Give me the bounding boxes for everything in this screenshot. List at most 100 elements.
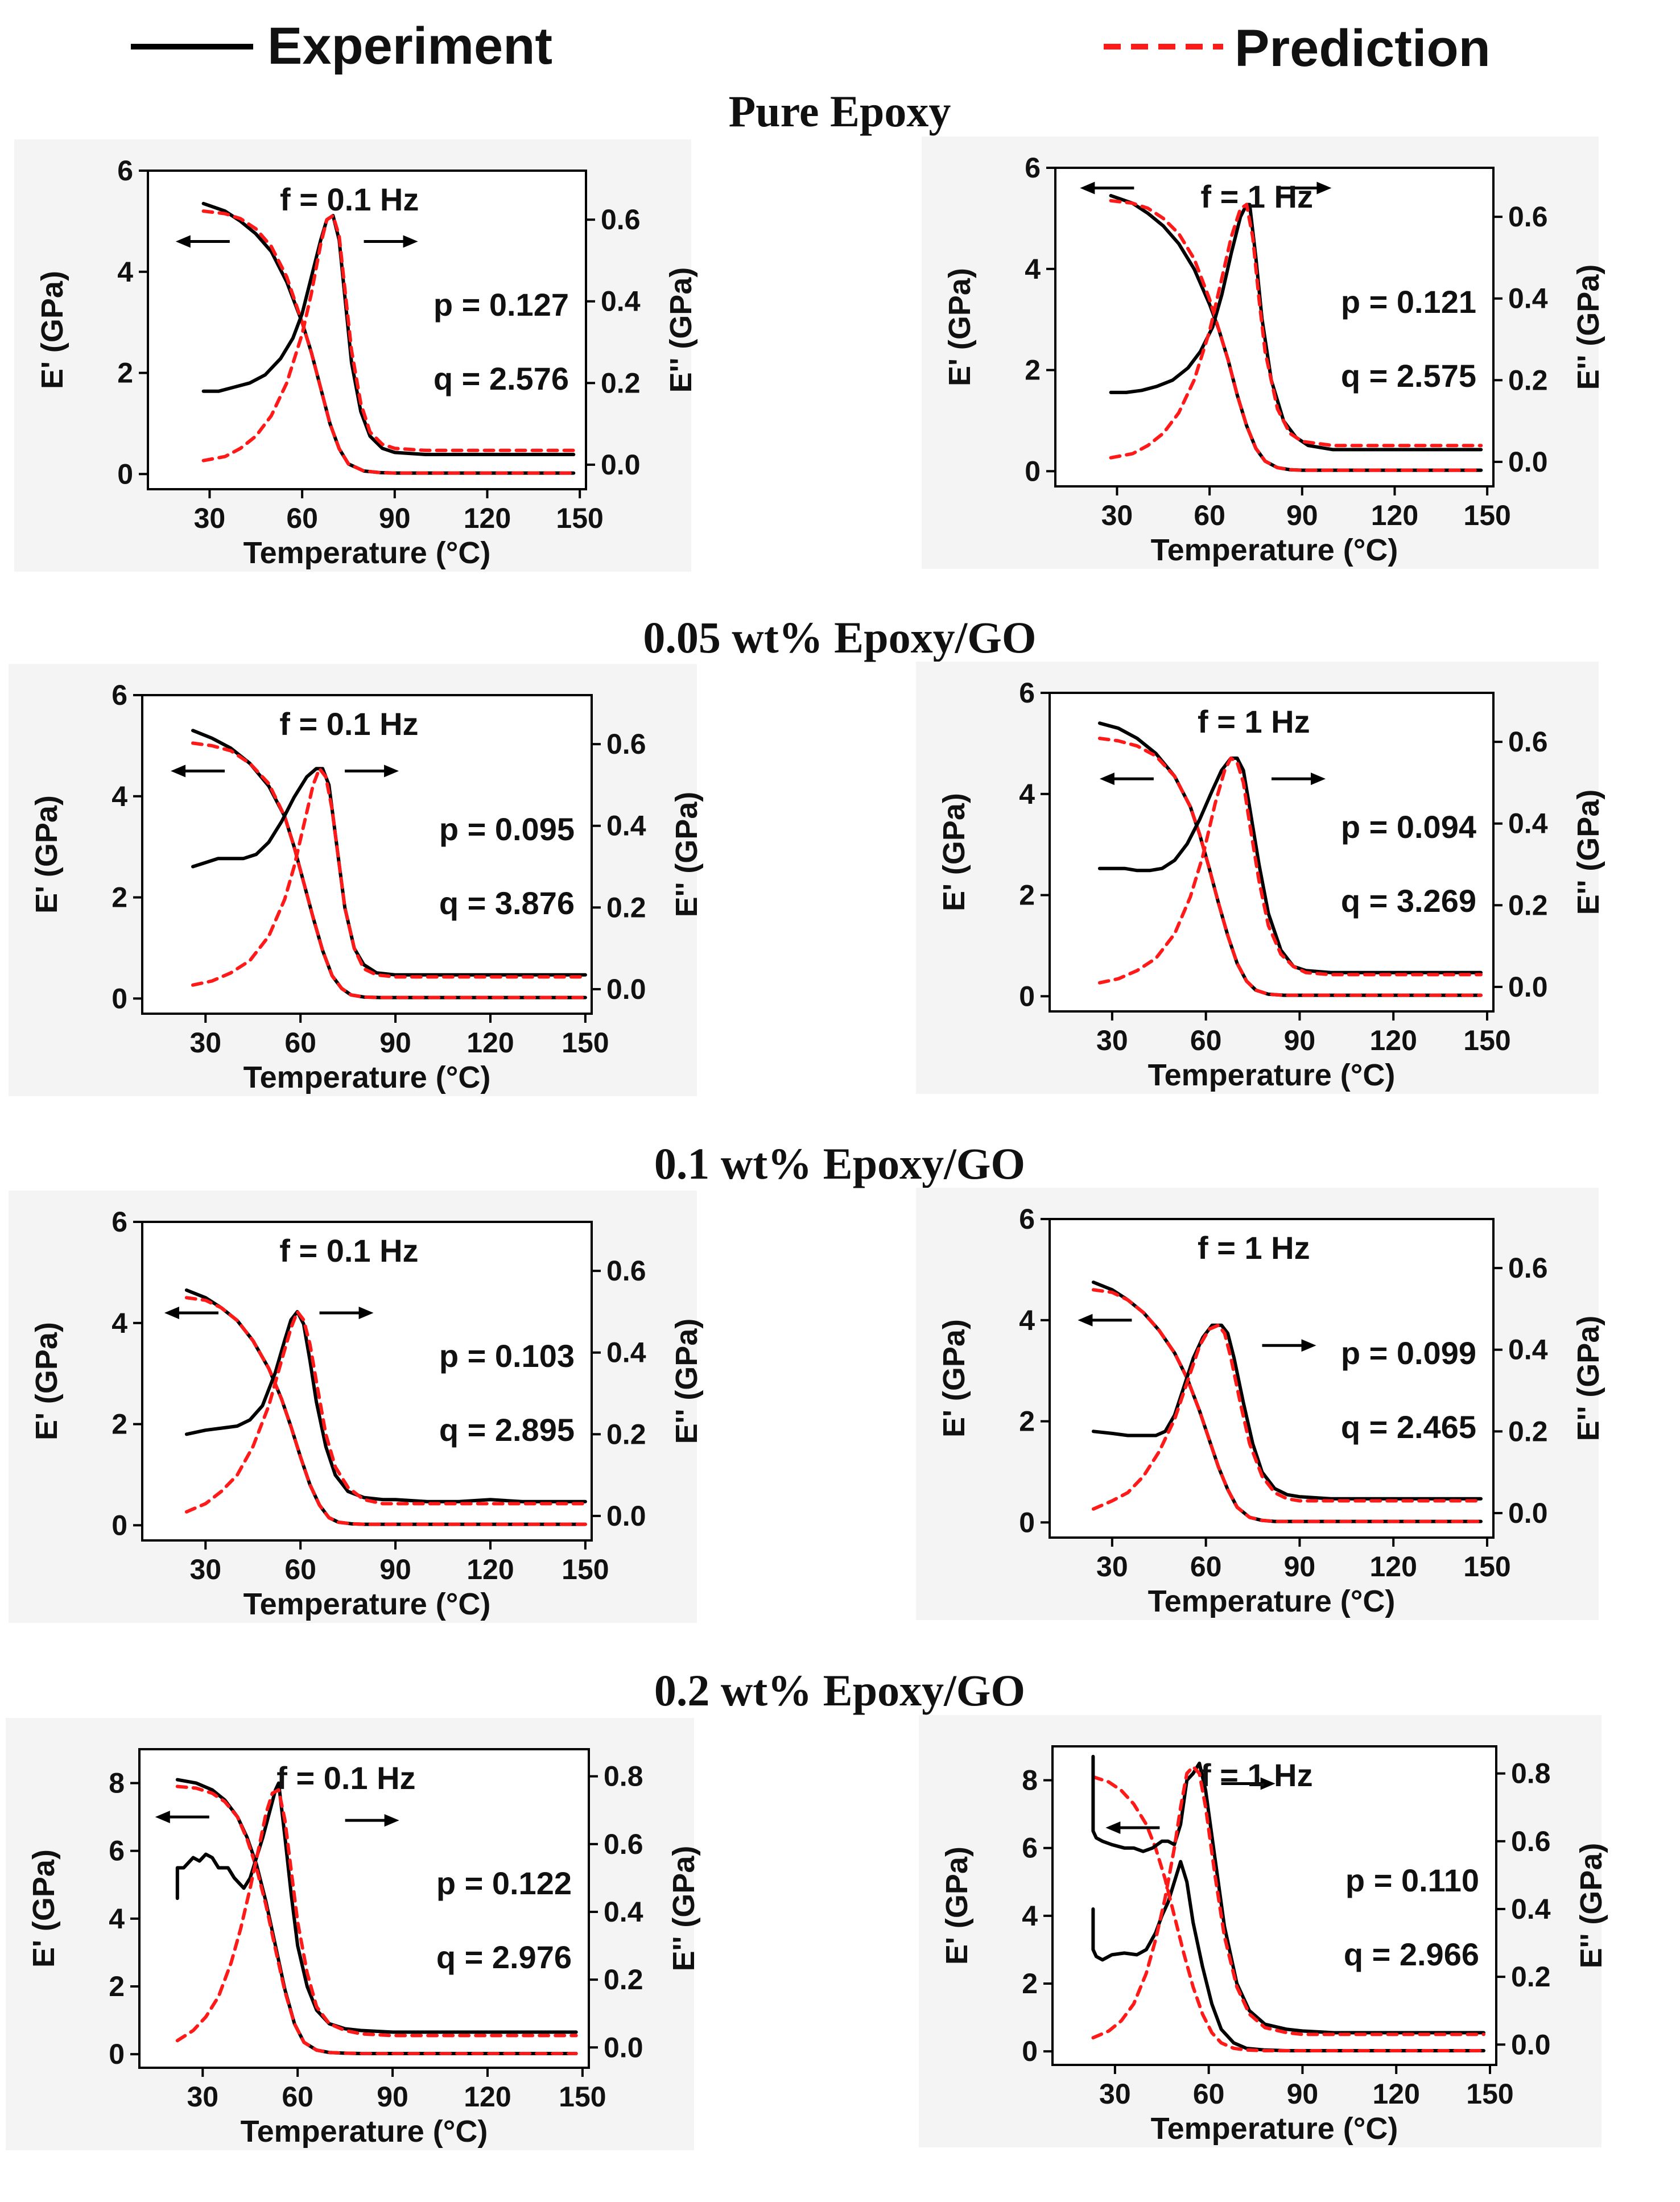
x-tick-label: 150 — [1466, 2078, 1513, 2110]
x-tick-label: 60 — [1193, 2078, 1225, 2110]
y-right-axis-label: E'' (GPa) — [664, 267, 698, 393]
x-tick-label: 120 — [467, 1554, 514, 1585]
y-right-axis-label: E'' (GPa) — [1571, 265, 1605, 390]
y-left-axis-label: E' (GPa) — [940, 1846, 974, 1965]
left-axis-arrow — [1105, 1821, 1160, 1834]
left-axis-arrow-head — [155, 1811, 170, 1824]
loss-modulus-experiment-line — [1109, 203, 1483, 452]
p-parameter-label: p = 0.099 — [1341, 1335, 1476, 1371]
plot-frame — [138, 1748, 590, 2069]
x-tick-label: 90 — [377, 2081, 408, 2113]
x-tick-label: 60 — [284, 1554, 316, 1585]
y-left-tick-label: 2 — [1025, 354, 1041, 386]
x-tick-label: 150 — [562, 1027, 609, 1059]
storage-modulus-prediction-line — [1109, 199, 1483, 472]
plot-frame — [147, 170, 587, 490]
p-parameter-label: p = 0.103 — [439, 1338, 575, 1374]
loss-modulus-prediction-line — [1091, 1765, 1485, 2040]
section-title-005-wt: 0.05 wt% Epoxy/GO — [643, 613, 1036, 662]
y-right-tick-label: 0.6 — [1508, 201, 1548, 233]
right-axis-arrow — [1262, 1339, 1316, 1352]
y-left-tick-label: 0 — [112, 982, 127, 1014]
section-title-01-wt: 0.1 wt% Epoxy/GO — [654, 1139, 1025, 1188]
loss-modulus-experiment-line — [191, 767, 587, 977]
y-right-axis-label: E'' (GPa) — [1571, 1316, 1605, 1441]
plot-area — [142, 1222, 592, 1540]
y-left-tick-label: 6 — [117, 155, 133, 187]
left-axis-arrow — [164, 1307, 218, 1319]
right-axis-arrow-head — [358, 1307, 374, 1319]
storage-modulus-prediction-line — [184, 1296, 587, 1526]
q-parameter-label: q = 2.465 — [1341, 1409, 1476, 1445]
x-tick-label: 150 — [1463, 1024, 1510, 1056]
y-left-tick-label: 6 — [112, 1206, 127, 1238]
right-axis-arrow-head — [1260, 1777, 1276, 1790]
storage-modulus-prediction-line — [175, 1784, 578, 2055]
y-left-tick-label: 4 — [117, 256, 133, 288]
x-tick-label: 90 — [379, 1554, 411, 1585]
y-right-tick-label: 0.6 — [1508, 1252, 1548, 1284]
left-axis-arrow — [175, 235, 230, 248]
y-right-tick-label: 0.0 — [606, 973, 646, 1005]
x-tick-label: 30 — [1096, 1024, 1128, 1056]
plot-frame — [141, 694, 593, 1015]
y-left-tick-label: 4 — [112, 780, 127, 812]
y-left-tick-label: 2 — [117, 357, 133, 389]
y-right-tick-label: 0.0 — [606, 1500, 646, 1532]
y-left-tick-label: 2 — [1019, 1406, 1035, 1437]
y-right-tick-label: 0.0 — [1508, 1497, 1548, 1529]
y-left-tick-label: 0 — [1025, 455, 1041, 487]
plot-area — [1052, 1746, 1496, 2065]
plot-frame — [141, 1221, 593, 1542]
y-left-tick-label: 8 — [109, 1767, 125, 1799]
right-axis-arrow-head — [403, 235, 418, 248]
panel-go01-01: 30 60 90 120 150 0 2 4 6 0.0 0.2 0.4 0.6 f = 0.1 Hz p … — [9, 1191, 704, 1623]
x-tick-label: 60 — [1190, 1024, 1222, 1056]
y-right-tick-label: 0.2 — [1508, 889, 1548, 921]
y-right-tick-label: 0.2 — [1508, 364, 1548, 396]
y-left-axis-label: E' (GPa) — [937, 793, 971, 911]
p-parameter-label: p = 0.122 — [436, 1865, 572, 1901]
y-left-tick-label: 4 — [1025, 253, 1041, 285]
plot-frame — [1049, 1218, 1495, 1539]
loss-modulus-prediction-line — [184, 1309, 587, 1514]
legend: Experiment Prediction — [131, 17, 1491, 77]
x-tick-label: 90 — [1287, 2078, 1319, 2110]
y-right-tick-label: 0.2 — [1508, 1415, 1548, 1447]
y-right-axis-label: E'' (GPa) — [1571, 790, 1605, 915]
right-axis-arrow-head — [1301, 1339, 1316, 1352]
left-axis-arrow — [1078, 1313, 1132, 1327]
frequency-label: f = 1 Hz — [1200, 1757, 1313, 1793]
x-axis-label: Temperature (°C) — [243, 1060, 491, 1094]
frequency-label: f = 0.1 Hz — [280, 181, 419, 217]
y-left-tick-label: 2 — [112, 1408, 127, 1440]
panel-go02-1: 30 60 90 120 150 0 2 4 6 8 0.0 0.2 0.4 0.6 0.8 f = 1 Hz… — [919, 1715, 1608, 2147]
y-right-tick-label: 0.0 — [1508, 446, 1548, 478]
y-right-tick-label: 0.4 — [606, 1337, 646, 1369]
loss-modulus-experiment-line — [1097, 756, 1483, 974]
legend-experiment-label: Experiment — [267, 17, 552, 75]
q-parameter-label: q = 2.575 — [1341, 358, 1476, 394]
y-left-tick-label: 0 — [1019, 1506, 1035, 1538]
x-tick-label: 120 — [467, 1027, 514, 1059]
loss-modulus-prediction-line — [201, 214, 576, 462]
x-axis-label: Temperature (°C) — [243, 1587, 491, 1621]
loss-modulus-prediction-line — [1109, 203, 1483, 460]
loss-modulus-experiment-line — [1091, 1323, 1483, 1501]
x-tick-label: 30 — [189, 1554, 221, 1585]
y-right-tick-label: 0.2 — [604, 1964, 643, 1996]
p-parameter-label: p = 0.127 — [434, 287, 569, 323]
y-right-tick-label: 0.6 — [606, 728, 646, 760]
x-tick-label: 60 — [1194, 499, 1225, 531]
p-parameter-label: p = 0.094 — [1341, 809, 1476, 845]
right-axis-arrow — [1277, 181, 1332, 195]
y-right-axis-label: E'' (GPa) — [1574, 1843, 1608, 1969]
y-left-tick-label: 0 — [112, 1509, 127, 1541]
q-parameter-label: q = 2.576 — [434, 361, 569, 396]
y-left-tick-label: 0 — [1022, 2035, 1038, 2067]
y-right-tick-label: 0.2 — [606, 891, 646, 923]
y-left-tick-label: 2 — [112, 882, 127, 914]
y-left-tick-label: 0 — [1019, 980, 1035, 1012]
x-tick-label: 90 — [379, 1027, 411, 1059]
